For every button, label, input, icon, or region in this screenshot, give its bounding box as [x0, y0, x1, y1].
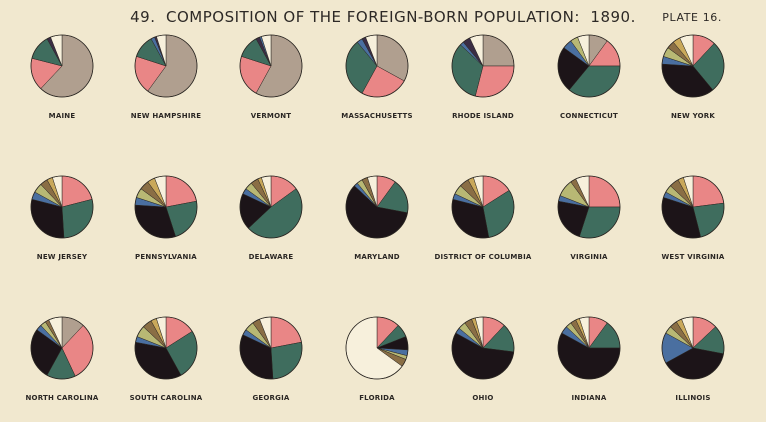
pie-new-york — [661, 34, 725, 98]
pie-label-ohio: OHIO — [472, 394, 493, 402]
pie-outline-vermont — [239, 34, 303, 98]
pie-pennsylvania — [134, 175, 198, 239]
pie-outline-maryland — [345, 175, 409, 239]
pie-vermont — [239, 34, 303, 98]
pie-label-virginia: VIRGINIA — [570, 253, 608, 261]
pie-label-new-hampshire: NEW HAMPSHIRE — [131, 112, 201, 120]
pie-label-florida: FLORIDA — [359, 394, 395, 402]
pie-new-hampshire — [134, 34, 198, 98]
pie-label-rhode-island: RHODE ISLAND — [452, 112, 514, 120]
pie-north-carolina — [30, 316, 94, 380]
pie-outline-maine — [30, 34, 94, 98]
pie-west-virginia — [661, 175, 725, 239]
pie-outline-ohio — [451, 316, 515, 380]
pie-outline-indiana — [557, 316, 621, 380]
pie-district-of-columbia — [451, 175, 515, 239]
pie-label-connecticut: CONNECTICUT — [560, 112, 618, 120]
pie-outline-connecticut — [557, 34, 621, 98]
pie-maryland — [345, 175, 409, 239]
pie-outline-new-hampshire — [134, 34, 198, 98]
pie-outline-massachusetts — [345, 34, 409, 98]
pie-label-north-carolina: NORTH CAROLINA — [26, 394, 99, 402]
pie-label-delaware: DELAWARE — [249, 253, 294, 261]
pie-label-new-york: NEW YORK — [671, 112, 715, 120]
pie-slice-georgia-england-wales — [270, 341, 303, 380]
plate-title: 49. COMPOSITION OF THE FOREIGN-BORN POPU… — [0, 8, 766, 26]
pie-label-pennsylvania: PENNSYLVANIA — [135, 253, 197, 261]
pie-label-new-jersey: NEW JERSEY — [37, 253, 88, 261]
pie-connecticut — [557, 34, 621, 98]
pie-label-district-of-columbia: DISTRICT OF COLUMBIA — [434, 253, 531, 261]
pie-label-maryland: MARYLAND — [354, 253, 400, 261]
pie-rhode-island — [451, 34, 515, 98]
pie-label-massachusetts: MASSACHUSETTS — [341, 112, 412, 120]
title-text: COMPOSITION OF THE FOREIGN-BORN POPULATI… — [166, 8, 580, 26]
pie-outline-florida — [345, 316, 409, 380]
pie-outline-delaware — [239, 175, 303, 239]
pie-south-carolina — [134, 316, 198, 380]
pie-outline-georgia — [239, 316, 303, 380]
pie-delaware — [239, 175, 303, 239]
pie-massachusetts — [345, 34, 409, 98]
plate-label: PLATE 16. — [662, 11, 722, 24]
title-year: 1890. — [590, 8, 636, 26]
pie-slice-virginia-ireland — [588, 175, 621, 208]
pie-new-jersey — [30, 175, 94, 239]
pie-outline-north-carolina — [30, 316, 94, 380]
pie-outline-new-york — [661, 34, 725, 98]
pie-outline-south-carolina — [134, 316, 198, 380]
pie-outline-new-jersey — [30, 175, 94, 239]
pie-virginia — [557, 175, 621, 239]
pie-maine — [30, 34, 94, 98]
pie-outline-illinois — [661, 316, 725, 380]
pie-outline-pennsylvania — [134, 175, 198, 239]
pie-slice-rhode-island-canada — [482, 34, 515, 67]
pie-label-indiana: INDIANA — [572, 394, 607, 402]
pie-label-illinois: ILLINOIS — [675, 394, 710, 402]
pie-label-vermont: VERMONT — [251, 112, 292, 120]
pie-slice-west-virginia-ireland — [692, 175, 725, 208]
pie-label-west-virginia: WEST VIRGINIA — [662, 253, 725, 261]
pie-georgia — [239, 316, 303, 380]
pie-label-south-carolina: SOUTH CAROLINA — [130, 394, 203, 402]
pie-outline-district-of-columbia — [451, 175, 515, 239]
pie-outline-rhode-island — [451, 34, 515, 98]
pie-label-maine: MAINE — [49, 112, 76, 120]
pie-outline-west-virginia — [661, 175, 725, 239]
pie-florida — [345, 316, 409, 380]
pie-illinois — [661, 316, 725, 380]
pie-indiana — [557, 316, 621, 380]
pie-label-georgia: GEORGIA — [252, 394, 289, 402]
pie-ohio — [451, 316, 515, 380]
plate-number: 49. — [130, 8, 156, 26]
pie-outline-virginia — [557, 175, 621, 239]
